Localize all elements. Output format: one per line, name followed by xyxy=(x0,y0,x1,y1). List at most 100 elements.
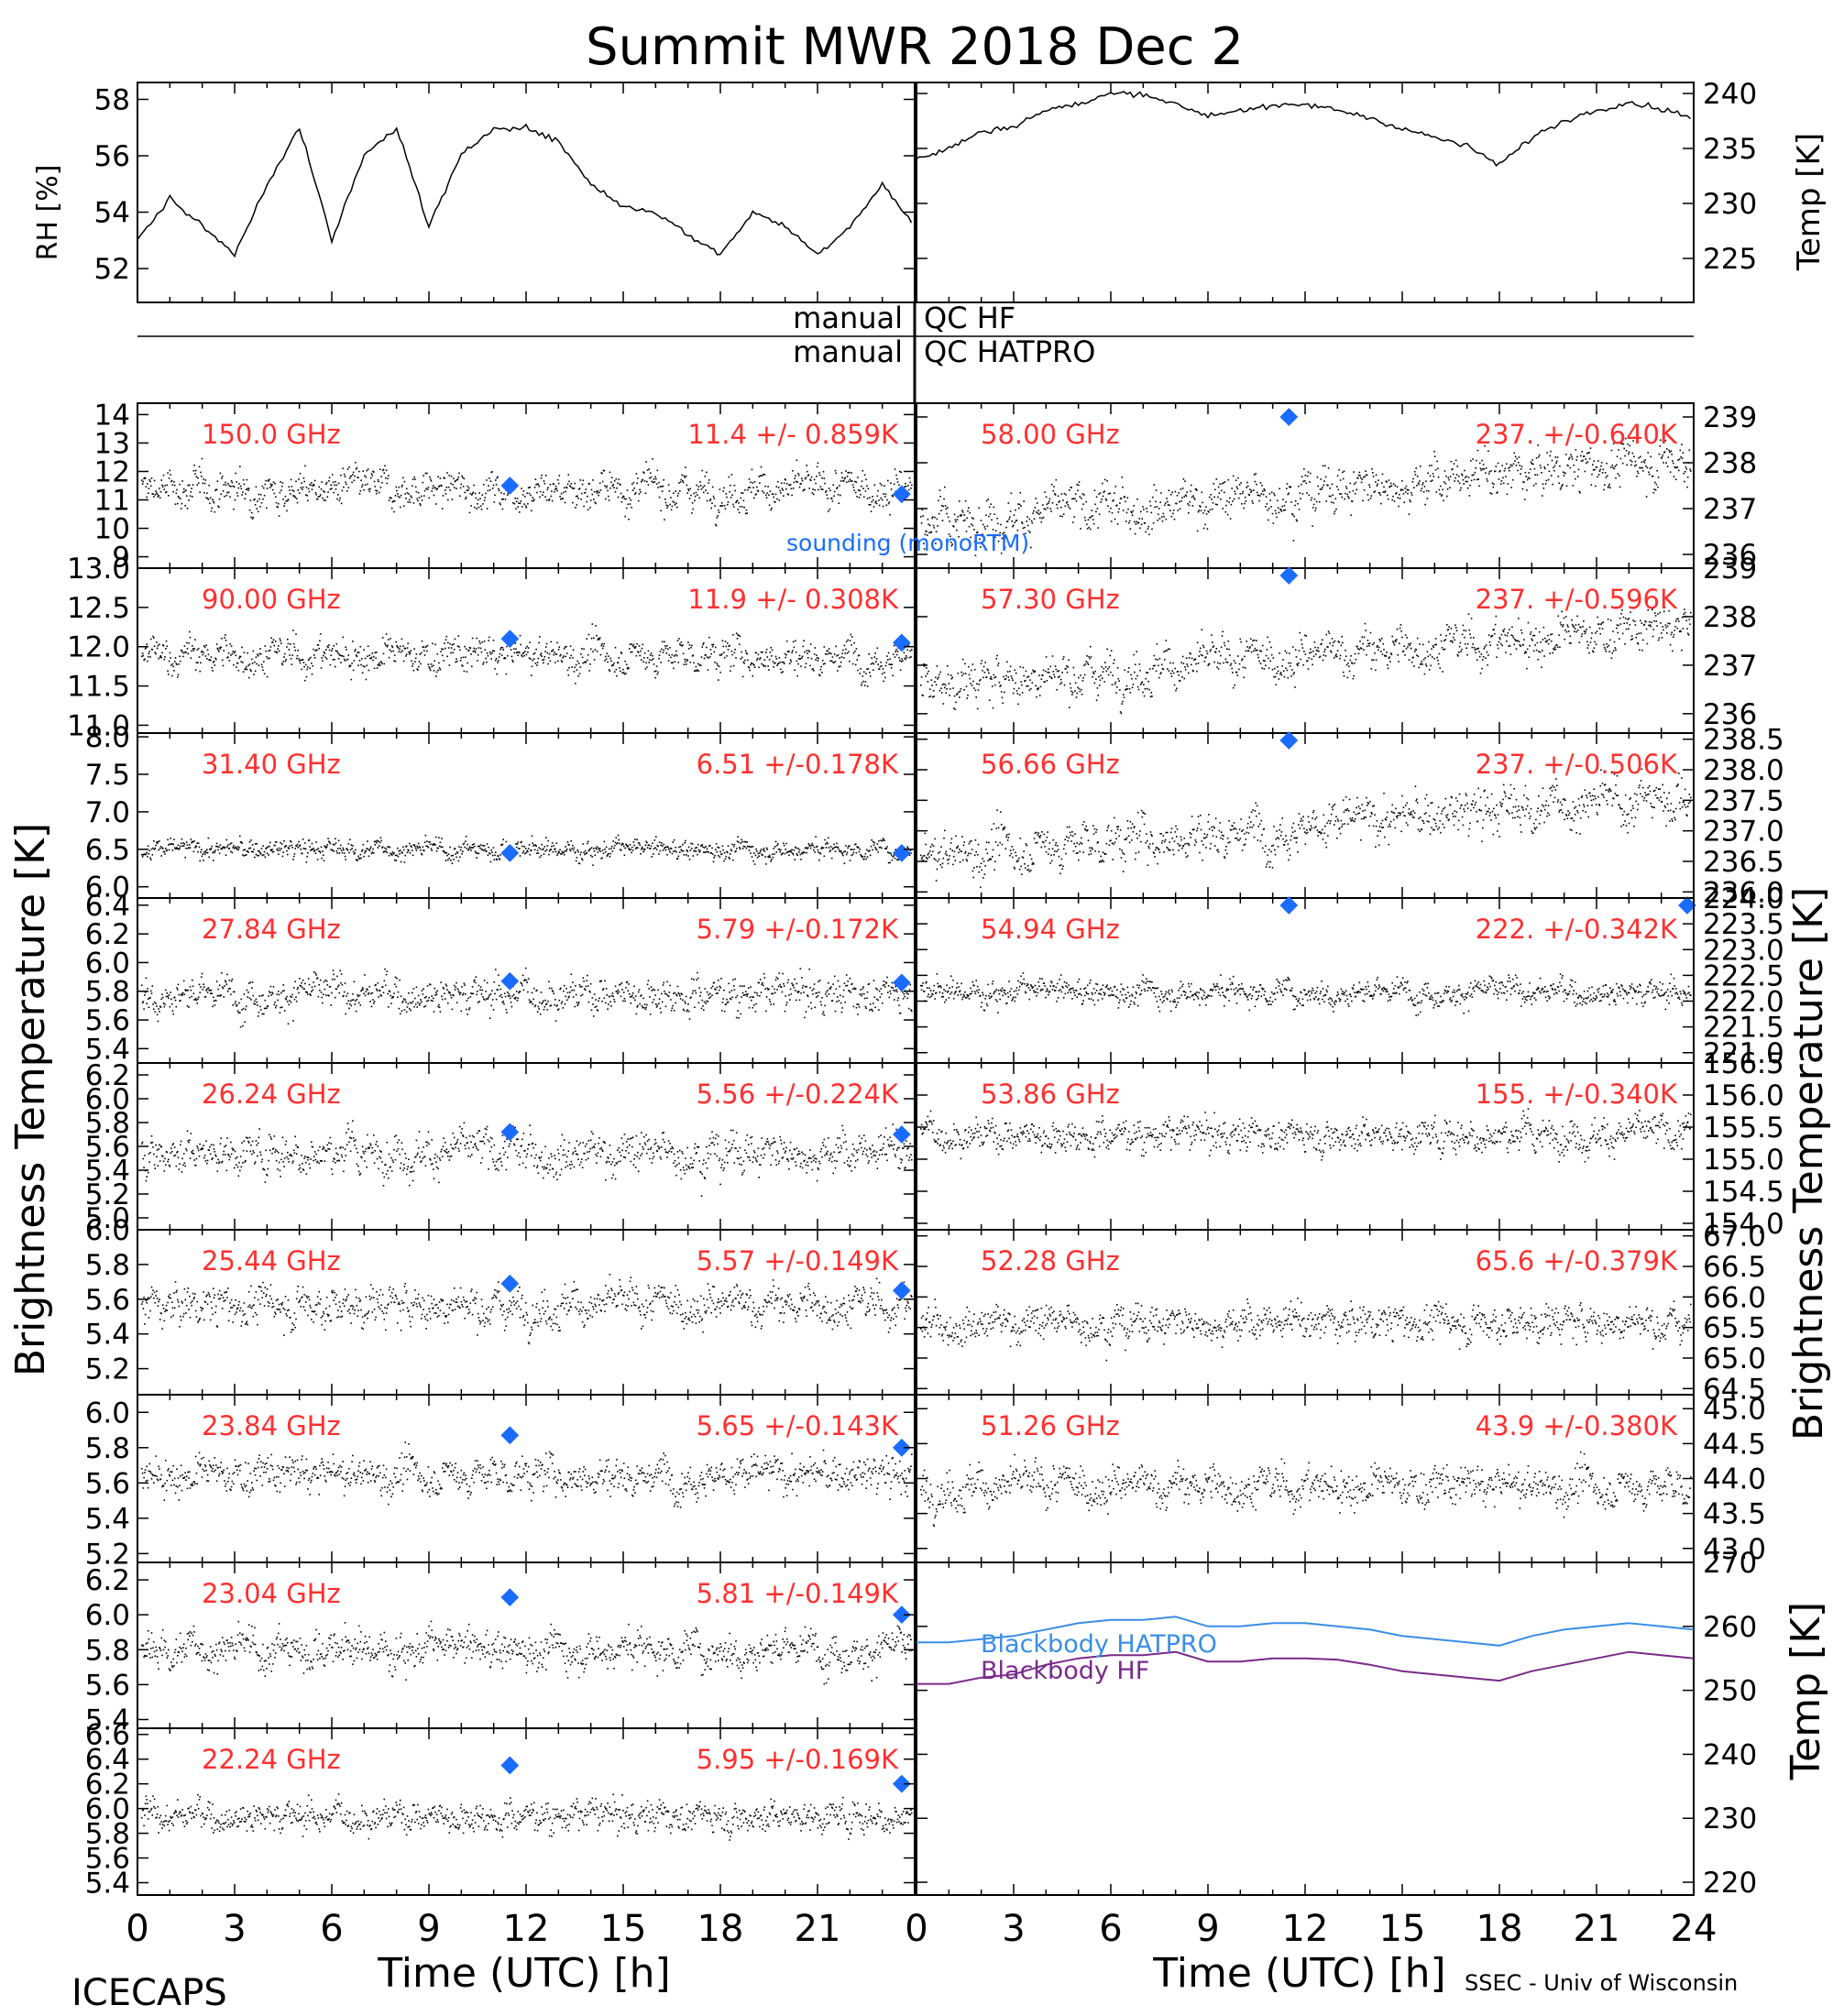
data-point xyxy=(357,652,360,653)
data-point xyxy=(495,851,497,853)
data-point xyxy=(445,493,447,495)
data-point xyxy=(457,635,460,637)
y-tick-label: 6.5 xyxy=(85,834,130,867)
data-point xyxy=(503,493,505,495)
data-point xyxy=(386,970,389,972)
data-point xyxy=(335,988,338,991)
data-point xyxy=(897,997,900,999)
data-point xyxy=(701,469,704,472)
data-point xyxy=(805,663,807,664)
data-point xyxy=(854,663,857,666)
data-point xyxy=(689,849,692,851)
data-point xyxy=(524,651,526,652)
data-point xyxy=(795,480,797,483)
data-point xyxy=(632,841,635,843)
data-point xyxy=(331,849,334,851)
y-tick-label: 11 xyxy=(94,485,130,518)
data-point xyxy=(288,1161,291,1163)
data-point xyxy=(769,1001,772,1003)
data-point xyxy=(432,1000,434,1003)
data-point xyxy=(907,848,909,849)
data-point xyxy=(446,989,448,991)
data-point xyxy=(476,857,477,859)
data-point xyxy=(257,510,259,513)
data-point xyxy=(555,488,558,490)
data-point xyxy=(622,992,625,993)
data-point xyxy=(189,495,192,497)
data-point xyxy=(892,987,894,989)
data-point xyxy=(390,638,391,640)
data-point xyxy=(556,489,558,492)
data-point xyxy=(744,840,747,843)
data-point xyxy=(709,649,712,651)
data-point xyxy=(358,660,361,662)
data-point xyxy=(543,1008,545,1011)
data-point xyxy=(788,854,790,857)
data-point xyxy=(388,656,390,659)
data-point xyxy=(214,489,216,491)
data-point xyxy=(203,1156,205,1159)
data-point xyxy=(335,842,337,844)
data-point xyxy=(676,495,679,497)
data-point xyxy=(677,492,680,495)
data-point xyxy=(259,853,262,855)
data-point xyxy=(310,994,312,996)
data-point xyxy=(497,662,499,663)
data-point xyxy=(799,853,802,856)
data-point xyxy=(364,665,366,668)
data-point xyxy=(723,656,726,659)
data-point xyxy=(783,842,785,845)
data-point xyxy=(762,854,763,856)
data-point xyxy=(250,839,252,841)
data-point xyxy=(855,1006,858,1009)
data-point xyxy=(833,846,836,849)
data-point xyxy=(271,641,274,643)
data-point xyxy=(686,850,688,852)
data-point xyxy=(519,511,521,513)
data-point xyxy=(681,993,683,995)
data-point xyxy=(426,985,429,987)
data-point xyxy=(899,659,901,662)
data-point xyxy=(378,840,379,842)
data-point xyxy=(693,979,695,981)
data-point xyxy=(708,845,710,847)
data-point xyxy=(768,504,771,507)
data-point xyxy=(419,653,421,655)
data-point xyxy=(382,468,385,471)
data-point xyxy=(795,990,796,992)
data-point xyxy=(327,646,329,649)
data-point xyxy=(450,997,453,999)
data-point xyxy=(427,663,430,665)
data-point xyxy=(167,1160,169,1163)
data-point xyxy=(417,491,420,494)
data-point xyxy=(171,849,174,851)
data-point xyxy=(236,1010,239,1012)
data-point xyxy=(317,848,320,849)
data-point xyxy=(348,466,350,468)
data-point xyxy=(258,1128,260,1130)
data-point xyxy=(168,660,170,663)
data-point xyxy=(324,845,326,847)
data-point xyxy=(800,665,802,667)
data-point xyxy=(620,982,623,984)
data-point xyxy=(673,667,675,670)
data-point xyxy=(631,643,632,645)
data-point xyxy=(687,488,689,490)
data-point xyxy=(613,480,616,482)
data-point xyxy=(346,1123,349,1124)
data-point xyxy=(536,491,538,494)
data-point xyxy=(587,509,589,510)
data-point xyxy=(173,838,175,840)
data-point xyxy=(170,1152,171,1155)
data-point xyxy=(326,844,329,846)
data-point xyxy=(623,498,626,500)
data-point xyxy=(280,841,281,844)
data-point xyxy=(840,1002,842,1004)
data-point xyxy=(774,988,775,991)
data-point xyxy=(395,486,398,488)
data-point xyxy=(410,1009,412,1012)
data-point xyxy=(632,997,635,999)
data-point xyxy=(657,989,659,992)
data-point xyxy=(730,474,733,476)
data-point xyxy=(554,652,555,653)
